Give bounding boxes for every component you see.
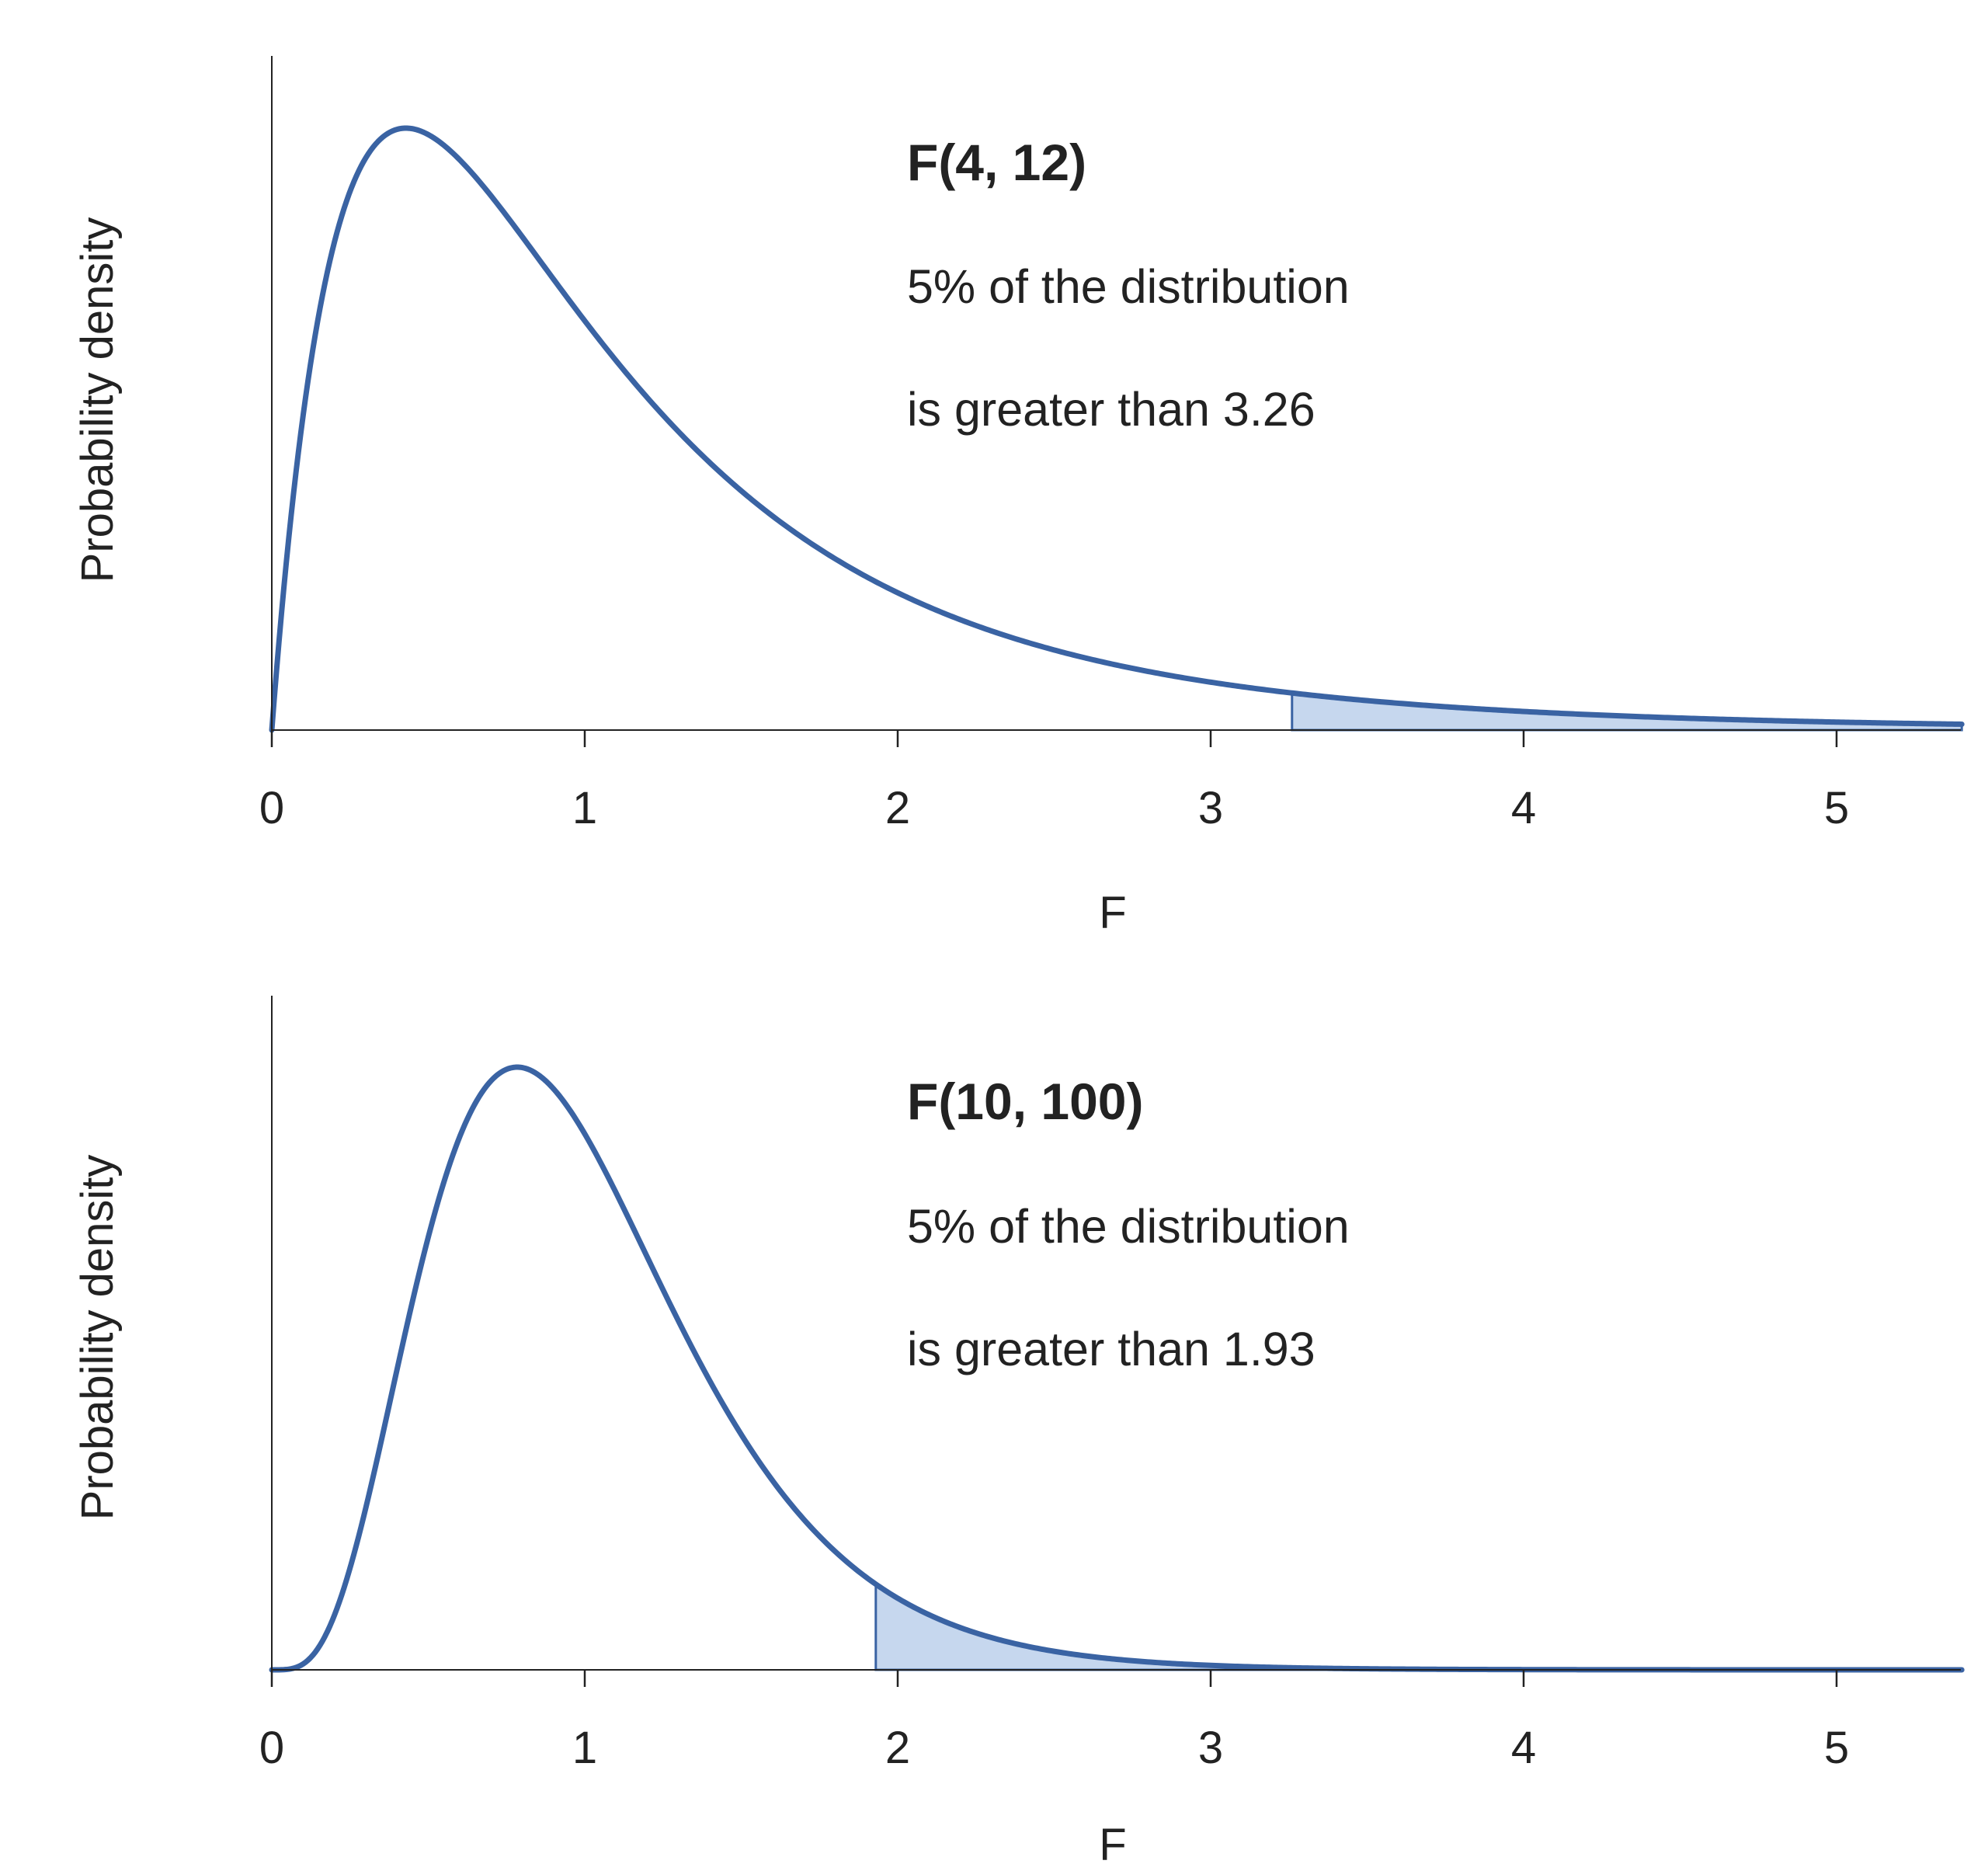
tail-area bbox=[874, 1581, 1963, 1671]
x-tick-label: 1 bbox=[572, 783, 597, 833]
x-axis-title: F bbox=[1099, 888, 1126, 938]
y-axis-title: Probability density bbox=[72, 217, 123, 583]
x-tick-label: 0 bbox=[259, 783, 284, 833]
x-tick-label: 3 bbox=[1198, 783, 1223, 833]
chart-title: F(10, 100) bbox=[907, 1073, 1143, 1130]
x-tick-label: 5 bbox=[1824, 783, 1849, 833]
annotation-line: 5% of the distribution bbox=[907, 1200, 1350, 1253]
annotation-line: is greater than 3.26 bbox=[907, 383, 1315, 436]
x-tick-label: 4 bbox=[1511, 783, 1536, 833]
y-axis-title: Probability density bbox=[72, 1155, 123, 1521]
x-tick-label: 4 bbox=[1511, 1723, 1536, 1773]
x-tick-label: 2 bbox=[885, 783, 910, 833]
annotation-line: is greater than 1.93 bbox=[907, 1323, 1315, 1375]
x-tick-label: 2 bbox=[885, 1723, 910, 1773]
annotation-line: 5% of the distribution bbox=[907, 260, 1350, 313]
x-tick-label: 0 bbox=[259, 1723, 284, 1773]
chart-title: F(4, 12) bbox=[907, 134, 1086, 191]
x-ticks: 0 1 2 3 4 5 bbox=[259, 730, 1849, 833]
x-axis-title: F bbox=[1099, 1820, 1126, 1864]
density-curve bbox=[269, 125, 1965, 733]
x-tick-label: 3 bbox=[1198, 1723, 1223, 1773]
x-ticks: 0 1 2 3 4 5 bbox=[259, 1670, 1849, 1773]
x-tick-label: 5 bbox=[1824, 1723, 1849, 1773]
chart-panel-f-4-12: 0 1 2 3 4 5 F Probability density F(4, 12) 5%… bbox=[72, 56, 1965, 938]
x-tick-label: 1 bbox=[572, 1723, 597, 1773]
